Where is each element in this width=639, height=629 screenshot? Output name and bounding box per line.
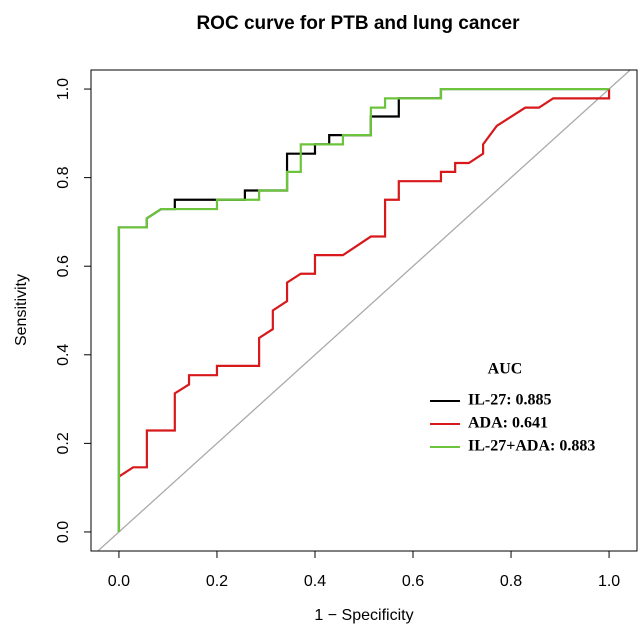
x-tick-label: 0.6 xyxy=(402,573,424,590)
x-tick-label: 0.4 xyxy=(304,573,326,590)
legend-label: IL-27+ADA: 0.883 xyxy=(468,438,595,455)
y-tick-label: 0.2 xyxy=(55,432,72,454)
roc-curve xyxy=(117,87,610,532)
y-tick-label: 1.0 xyxy=(55,78,72,100)
chart-title: ROC curve for PTB and lung cancer xyxy=(196,13,520,34)
plot-frame xyxy=(90,69,638,552)
x-tick-label: 0.2 xyxy=(206,573,228,590)
y-axis-label: Sensitivity xyxy=(13,274,30,346)
reference-diagonal xyxy=(96,70,632,551)
x-tick-label: 0.8 xyxy=(500,573,522,590)
legend-title: AUC xyxy=(488,361,523,378)
x-axis-label: 1 − Specificity xyxy=(314,607,413,624)
y-tick-label: 0.4 xyxy=(55,344,72,366)
legend-label: IL-27: 0.885 xyxy=(468,392,552,409)
y-tick-label: 0.8 xyxy=(55,166,72,188)
y-tick-label: 0.6 xyxy=(55,255,72,277)
x-tick-label: 0.0 xyxy=(108,573,130,590)
y-tick-label: 0.0 xyxy=(55,521,72,543)
legend-label: ADA: 0.641 xyxy=(468,415,548,432)
roc-curve xyxy=(118,89,611,478)
x-tick-label: 1.0 xyxy=(598,573,620,590)
